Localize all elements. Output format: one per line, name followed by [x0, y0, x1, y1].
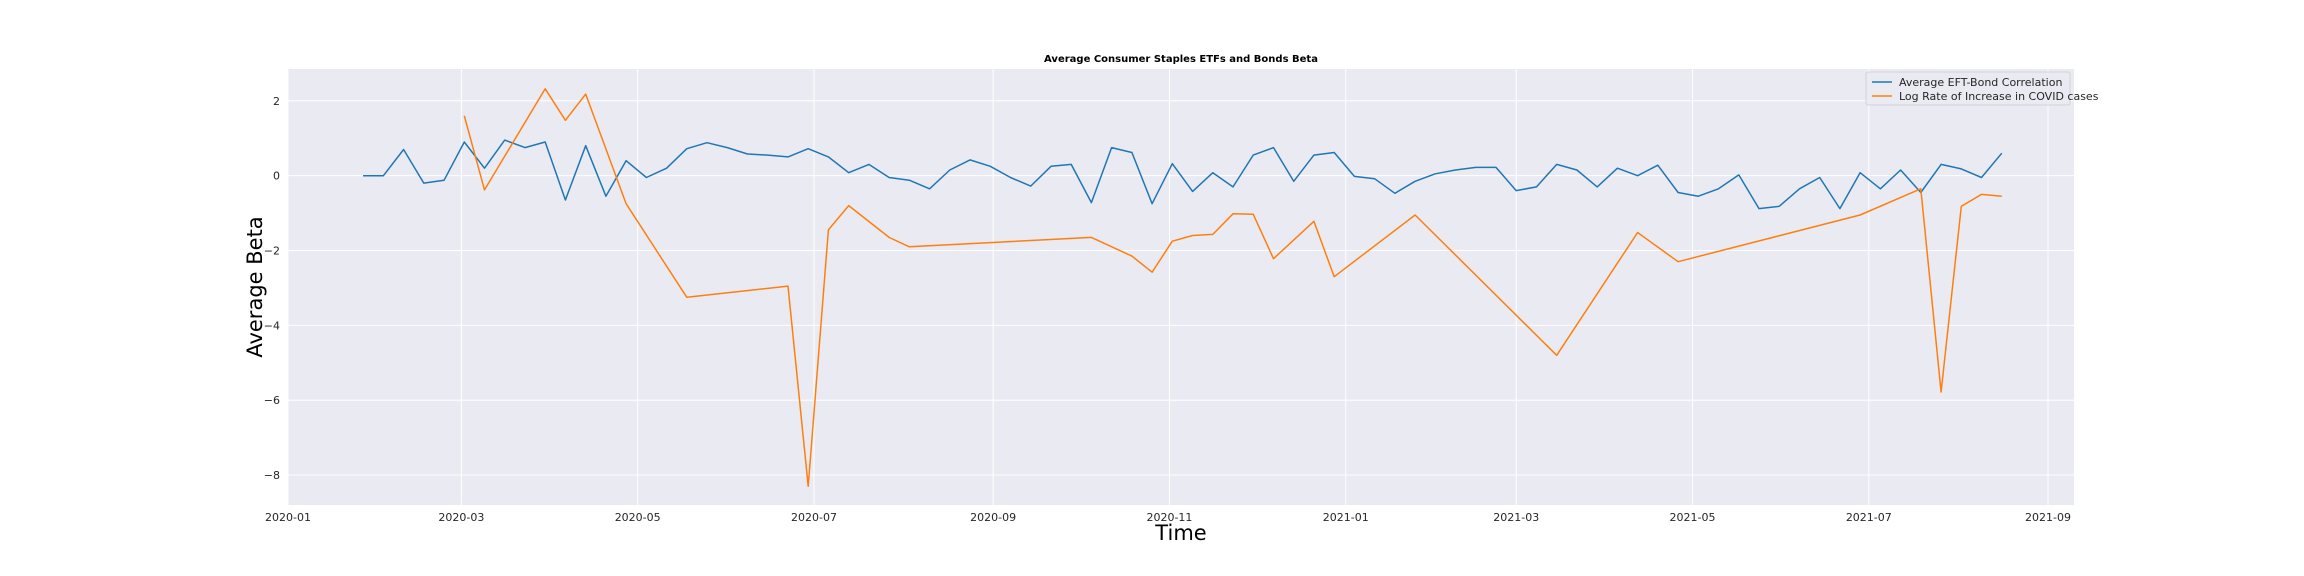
x-tick-label: 2021-07	[1846, 511, 1892, 524]
y-tick-label: 0	[273, 170, 280, 183]
y-tick-labels: −8 −6 −4 −2 0 2	[264, 95, 280, 482]
y-axis-label: Average Beta	[243, 216, 267, 357]
y-tick-label: −6	[264, 394, 280, 407]
legend-box	[1865, 71, 2071, 106]
x-tick-label: 2021-09	[2025, 511, 2071, 524]
x-tick-label: 2021-01	[1323, 511, 1369, 524]
series-line-1	[463, 88, 2002, 488]
legend-label-0: Average EFT-Bond Correlation	[1899, 76, 2062, 89]
x-axis-label: Time	[1154, 521, 1206, 545]
x-tick-label: 2020-03	[438, 511, 484, 524]
x-tick-label: 2020-07	[791, 511, 837, 524]
y-tick-label: −8	[264, 469, 280, 482]
y-tick-label: 2	[273, 95, 280, 108]
chart-title: Average Consumer Staples ETFs and Bonds …	[1044, 54, 1318, 65]
grid	[287, 69, 2074, 505]
series-line-0	[363, 139, 2003, 210]
legend-label-1: Log Rate of Increase in COVID cases	[1899, 90, 2099, 103]
x-tick-label: 2020-11	[1146, 511, 1192, 524]
x-tick-label: 2021-03	[1493, 511, 1539, 524]
x-tick-label: 2020-05	[615, 511, 661, 524]
y-tick-label: −2	[264, 245, 280, 258]
x-tick-label: 2020-01	[265, 511, 311, 524]
x-tick-label: 2021-05	[1670, 511, 1716, 524]
plot-background	[288, 69, 2074, 505]
x-tick-label: 2020-09	[970, 511, 1016, 524]
y-tick-label: −4	[264, 319, 280, 332]
legend: Average EFT-Bond Correlation Log Rate of…	[1865, 71, 2099, 106]
series-layer	[363, 88, 2003, 488]
x-tick-labels: 2020-01 2020-03 2020-05 2020-07 2020-09 2020-…	[265, 511, 2071, 524]
